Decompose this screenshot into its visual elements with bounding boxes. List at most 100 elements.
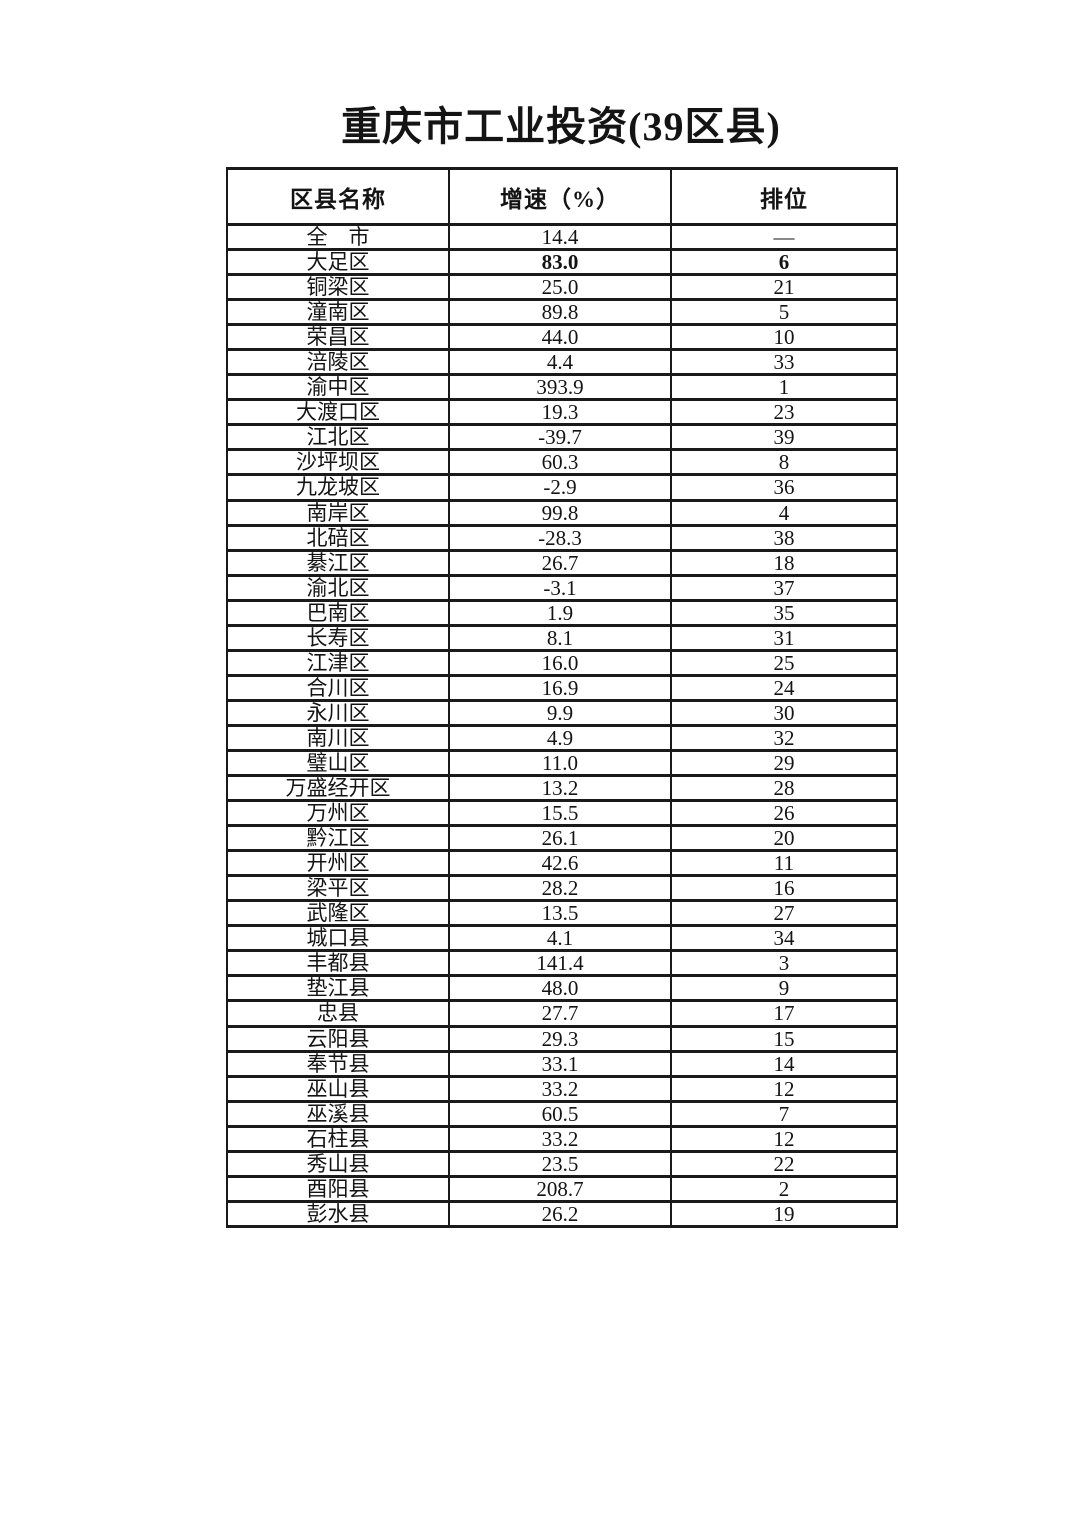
district-name-cell: 奉节县: [226, 1049, 450, 1078]
table-row: 云阳县 29.3 15: [226, 1024, 898, 1053]
rank-cell: 4: [670, 498, 898, 527]
rank-cell: 12: [670, 1124, 898, 1153]
table-row: 巫溪县 60.5 7: [226, 1099, 898, 1128]
rank-cell: 27: [670, 899, 898, 928]
rank-cell: 14: [670, 1049, 898, 1078]
district-name-cell: 石柱县: [226, 1124, 450, 1153]
growth-rate-cell: 27.7: [448, 999, 672, 1028]
growth-rate-cell: 26.2: [448, 1199, 672, 1228]
district-name-cell: 北碚区: [226, 523, 450, 552]
rank-cell: 5: [670, 298, 898, 327]
investment-table: 区县名称 增速（%） 排位 全 市 14.4 — 大足区 83.0 6 铜梁区 …: [226, 167, 898, 1228]
growth-rate-cell: 89.8: [448, 298, 672, 327]
growth-rate-cell: 25.0: [448, 273, 672, 302]
growth-rate-cell: 13.2: [448, 774, 672, 803]
district-name-cell: 綦江区: [226, 548, 450, 577]
rank-cell: 2: [670, 1174, 898, 1203]
district-name-cell: 长寿区: [226, 623, 450, 652]
district-name-cell: 巫溪县: [226, 1099, 450, 1128]
district-name-cell: 九龙坡区: [226, 473, 450, 502]
growth-rate-cell: 16.0: [448, 648, 672, 677]
rank-cell: 21: [670, 273, 898, 302]
district-name-cell: 永川区: [226, 698, 450, 727]
growth-rate-cell: 28.2: [448, 874, 672, 903]
growth-rate-cell: 33.2: [448, 1124, 672, 1153]
header-row: 区县名称 增速（%） 排位: [226, 167, 898, 226]
table-row: 巴南区 1.9 35: [226, 598, 898, 627]
table-row: 合川区 16.9 24: [226, 673, 898, 702]
rank-cell: 25: [670, 648, 898, 677]
growth-rate-cell: 15.5: [448, 799, 672, 828]
district-name-cell: 丰都县: [226, 949, 450, 978]
growth-rate-cell: 33.2: [448, 1074, 672, 1103]
table-row: 长寿区 8.1 31: [226, 623, 898, 652]
rank-cell: 20: [670, 824, 898, 853]
table-row: 彭水县 26.2 19: [226, 1199, 898, 1228]
rank-cell: 31: [670, 623, 898, 652]
rank-cell: 10: [670, 323, 898, 352]
growth-rate-cell: 11.0: [448, 748, 672, 778]
district-name-cell: 万盛经开区: [226, 774, 450, 803]
table-row: 黔江区 26.1 20: [226, 824, 898, 853]
district-name-cell: 开州区: [226, 849, 450, 878]
table-row: 酉阳县 208.7 2: [226, 1174, 898, 1203]
rank-cell: 1: [670, 373, 898, 402]
table-row: 梁平区 28.2 16: [226, 874, 898, 903]
rank-cell: 32: [670, 723, 898, 752]
table-row: 北碚区 -28.3 38: [226, 523, 898, 552]
district-name-cell: 荣昌区: [226, 323, 450, 352]
district-name-cell: 巴南区: [226, 598, 450, 627]
rank-cell: 23: [670, 398, 898, 427]
table-row: 城口县 4.1 34: [226, 924, 898, 953]
rank-cell: —: [670, 222, 898, 252]
table-row: 九龙坡区 -2.9 36: [226, 473, 898, 502]
district-name-cell: 全 市: [226, 222, 450, 252]
report-content: 重庆市工业投资(39区县) 区县名称 增速（%） 排位 全 市 14.4 — 大…: [226, 0, 898, 1228]
growth-rate-cell: 4.4: [448, 348, 672, 377]
table-row: 奉节县 33.1 14: [226, 1049, 898, 1078]
rank-cell: 28: [670, 774, 898, 803]
district-name-cell: 彭水县: [226, 1199, 450, 1228]
rank-cell: 24: [670, 673, 898, 702]
column-header-growth: 增速（%）: [448, 167, 672, 226]
growth-rate-cell: 83.0: [448, 248, 672, 277]
district-name-cell: 大足区: [226, 248, 450, 277]
rank-cell: 35: [670, 598, 898, 627]
rank-cell: 16: [670, 874, 898, 903]
rank-cell: 19: [670, 1199, 898, 1228]
growth-rate-cell: 4.1: [448, 924, 672, 953]
column-header-rank: 排位: [670, 167, 898, 226]
rank-cell: 18: [670, 548, 898, 577]
district-name-cell: 渝北区: [226, 573, 450, 602]
rank-cell: 6: [670, 248, 898, 277]
table-row: 忠县 27.7 17: [226, 999, 898, 1028]
rank-cell: 37: [670, 573, 898, 602]
growth-rate-cell: 26.7: [448, 548, 672, 577]
district-name-cell: 南川区: [226, 723, 450, 752]
table-row: 石柱县 33.2 12: [226, 1124, 898, 1153]
rank-cell: 22: [670, 1149, 898, 1178]
district-name-cell: 合川区: [226, 673, 450, 702]
district-name-cell: 万州区: [226, 799, 450, 828]
page-title: 重庆市工业投资(39区县): [341, 104, 781, 149]
growth-rate-cell: 9.9: [448, 698, 672, 727]
rank-cell: 15: [670, 1024, 898, 1053]
table-row: 潼南区 89.8 5: [226, 298, 898, 327]
rank-cell: 39: [670, 423, 898, 452]
table-row: 武隆区 13.5 27: [226, 899, 898, 928]
district-name-cell: 垫江县: [226, 974, 450, 1003]
table-row: 全 市 14.4 —: [226, 222, 898, 252]
table-row: 江北区 -39.7 39: [226, 423, 898, 452]
rank-cell: 3: [670, 949, 898, 978]
table-row: 綦江区 26.7 18: [226, 548, 898, 577]
rank-cell: 38: [670, 523, 898, 552]
district-name-cell: 忠县: [226, 999, 450, 1028]
growth-rate-cell: 60.3: [448, 448, 672, 477]
table-row: 江津区 16.0 25: [226, 648, 898, 677]
table-row: 万州区 15.5 26: [226, 799, 898, 828]
growth-rate-cell: 4.9: [448, 723, 672, 752]
rank-cell: 33: [670, 348, 898, 377]
table-row: 大渡口区 19.3 23: [226, 398, 898, 427]
rank-cell: 30: [670, 698, 898, 727]
growth-rate-cell: 44.0: [448, 323, 672, 352]
